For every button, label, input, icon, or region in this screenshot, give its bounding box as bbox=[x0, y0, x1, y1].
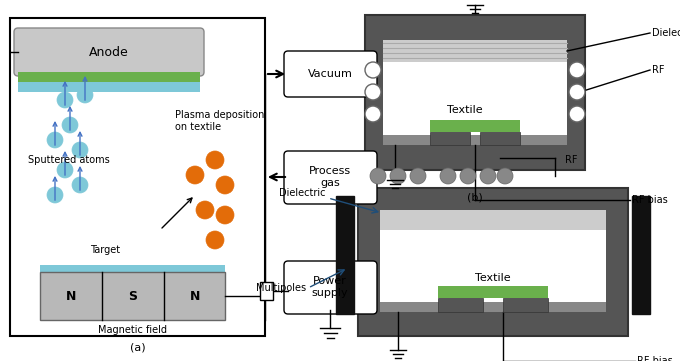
Circle shape bbox=[77, 87, 93, 103]
Circle shape bbox=[57, 162, 73, 178]
Text: Anode: Anode bbox=[89, 45, 129, 58]
Circle shape bbox=[216, 206, 234, 224]
Circle shape bbox=[206, 151, 224, 169]
Circle shape bbox=[216, 176, 234, 194]
Text: Process
gas: Process gas bbox=[309, 166, 351, 188]
Bar bbox=[632, 196, 650, 314]
Bar bbox=[380, 210, 606, 230]
Circle shape bbox=[72, 142, 88, 158]
Bar bbox=[380, 312, 606, 322]
Bar bbox=[380, 302, 606, 312]
Text: Magnetic field: Magnetic field bbox=[97, 325, 167, 335]
Text: N: N bbox=[66, 290, 76, 303]
Circle shape bbox=[497, 168, 513, 184]
Text: (a): (a) bbox=[130, 343, 146, 353]
Circle shape bbox=[569, 62, 585, 78]
Text: Sputtered atoms: Sputtered atoms bbox=[28, 155, 109, 165]
Text: RF: RF bbox=[652, 65, 664, 75]
FancyBboxPatch shape bbox=[14, 28, 204, 76]
Text: Plasma deposition
on textile: Plasma deposition on textile bbox=[175, 110, 265, 132]
Text: S: S bbox=[129, 290, 137, 303]
Circle shape bbox=[72, 177, 88, 193]
Bar bbox=[383, 145, 567, 155]
Bar bbox=[430, 120, 520, 132]
Text: Multipoles: Multipoles bbox=[256, 283, 306, 293]
Text: Textile: Textile bbox=[475, 273, 511, 283]
Bar bbox=[383, 40, 567, 145]
Bar bbox=[380, 210, 606, 312]
Text: Power
supply: Power supply bbox=[311, 276, 348, 298]
Circle shape bbox=[480, 168, 496, 184]
FancyBboxPatch shape bbox=[284, 261, 377, 314]
Circle shape bbox=[370, 168, 386, 184]
Bar bbox=[40, 272, 225, 320]
Bar bbox=[365, 15, 585, 170]
Circle shape bbox=[365, 106, 381, 122]
Bar bbox=[260, 282, 273, 300]
Text: Target: Target bbox=[90, 245, 120, 255]
FancyBboxPatch shape bbox=[284, 151, 377, 204]
Text: RF bias: RF bias bbox=[632, 195, 668, 205]
Circle shape bbox=[569, 106, 585, 122]
Bar bbox=[40, 265, 225, 272]
Text: RF bias: RF bias bbox=[637, 356, 673, 361]
FancyBboxPatch shape bbox=[284, 51, 377, 97]
Circle shape bbox=[57, 92, 73, 108]
Bar bbox=[18, 82, 200, 92]
Circle shape bbox=[460, 168, 476, 184]
Bar bbox=[480, 132, 520, 145]
Bar bbox=[10, 18, 265, 336]
Circle shape bbox=[440, 168, 456, 184]
Text: Dielectric: Dielectric bbox=[652, 28, 680, 38]
Circle shape bbox=[196, 201, 214, 219]
Bar bbox=[383, 135, 567, 145]
Text: (b): (b) bbox=[467, 193, 483, 203]
Text: Textile: Textile bbox=[447, 105, 483, 115]
Circle shape bbox=[206, 231, 224, 249]
Circle shape bbox=[390, 168, 406, 184]
Text: RF: RF bbox=[565, 155, 577, 165]
Circle shape bbox=[47, 132, 63, 148]
Circle shape bbox=[365, 62, 381, 78]
Circle shape bbox=[569, 84, 585, 100]
Circle shape bbox=[47, 187, 63, 203]
Circle shape bbox=[410, 168, 426, 184]
Circle shape bbox=[186, 166, 204, 184]
Bar bbox=[358, 188, 628, 336]
Bar bbox=[430, 132, 470, 145]
Circle shape bbox=[365, 84, 381, 100]
Bar bbox=[383, 40, 567, 62]
Text: Vacuum: Vacuum bbox=[307, 69, 352, 79]
Bar bbox=[18, 72, 200, 82]
Text: Dielectric: Dielectric bbox=[279, 188, 326, 198]
Bar bbox=[336, 196, 354, 314]
Bar bbox=[503, 298, 548, 312]
Bar bbox=[438, 286, 548, 298]
Bar bbox=[438, 298, 483, 312]
Text: N: N bbox=[190, 290, 200, 303]
Circle shape bbox=[62, 117, 78, 133]
